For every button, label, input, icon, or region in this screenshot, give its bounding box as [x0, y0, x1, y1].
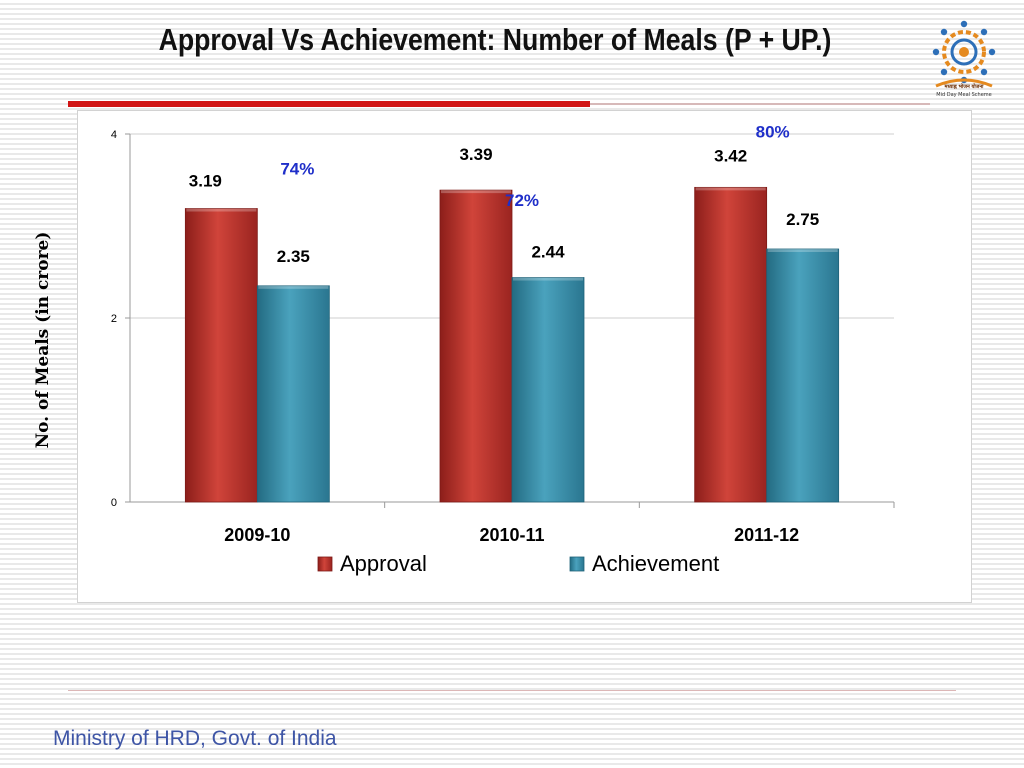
- bar-approval-2010-11: [439, 189, 513, 503]
- data-label: 3.19: [189, 172, 222, 191]
- logo-caption-english: Mid Day Meal Scheme: [936, 92, 992, 98]
- bar-achievement-2009-10: [256, 285, 330, 503]
- data-label: 2.75: [786, 210, 819, 229]
- y-axis-title: No. of Meals (in crore): [33, 232, 53, 449]
- bar-highlight: [513, 277, 583, 281]
- bar-highlight: [258, 285, 329, 289]
- bar-highlight: [695, 187, 766, 191]
- x-tick-label: 2010-11: [479, 525, 544, 545]
- y-tick-label: 0: [111, 497, 117, 509]
- x-tick-label: 2009-10: [224, 525, 290, 545]
- percent-annotation: 74%: [280, 160, 314, 179]
- logo-caption-hindi: मध्याह्न भोजन योजना: [944, 84, 984, 90]
- data-label: 2.35: [277, 247, 310, 266]
- data-label: 3.42: [714, 146, 747, 165]
- legend-swatch-achievement: [569, 556, 585, 572]
- title-underline: [68, 101, 590, 107]
- data-label: 2.44: [531, 243, 565, 262]
- footer-divider: [68, 690, 956, 691]
- data-label: 3.39: [459, 145, 492, 164]
- title-underline-thin: [590, 103, 930, 105]
- legend-swatch-approval: [317, 556, 333, 572]
- legend-label-achievement: Achievement: [592, 551, 719, 576]
- bar-approval-2009-10: [184, 208, 258, 503]
- percent-annotation: 72%: [505, 191, 539, 210]
- legend-label-approval: Approval: [340, 551, 427, 576]
- bar-highlight: [186, 208, 257, 212]
- bar-approval-2011-12: [694, 186, 768, 503]
- bar-achievement-2011-12: [766, 248, 840, 503]
- y-tick-label: 2: [111, 313, 117, 325]
- page-title: Approval Vs Achievement: Number of Meals…: [158, 22, 832, 57]
- footer-text: Ministry of HRD, Govt. of India: [53, 727, 337, 750]
- mid-day-meal-logo-icon: [932, 20, 996, 88]
- bar-achievement-2010-11: [511, 277, 585, 503]
- bar-highlight: [767, 249, 838, 252]
- bar-highlight: [441, 190, 511, 194]
- x-tick-label: 2011-12: [734, 525, 799, 545]
- percent-annotation: 80%: [756, 122, 790, 141]
- y-tick-label: 4: [111, 129, 117, 141]
